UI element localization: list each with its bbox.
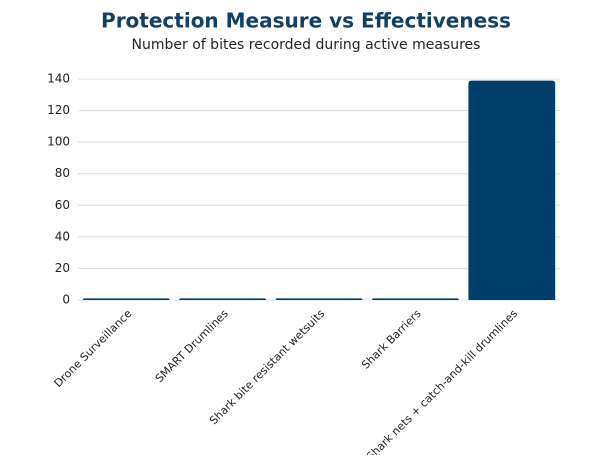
y-tick-label: 120	[47, 103, 70, 117]
bar	[82, 298, 170, 300]
chart-subtitle: Number of bites recorded during active m…	[132, 37, 481, 53]
x-tick-label: Shark nets + catch-and-kill drumlines	[364, 307, 520, 455]
x-tick-label: SMART Drumlines	[153, 307, 231, 385]
bar	[468, 80, 556, 300]
x-tick-label: Drone Surveillance	[52, 307, 135, 390]
chart-title: Protection Measure vs Effectiveness	[101, 9, 511, 33]
x-tick-label: Shark bite resistant wetsuits	[207, 307, 327, 427]
bar	[179, 298, 266, 300]
bar	[275, 298, 363, 300]
y-tick-label: 100	[47, 135, 70, 149]
y-tick-label: 20	[55, 261, 70, 275]
y-tick-label: 0	[62, 293, 70, 307]
bar	[372, 298, 459, 300]
x-tick-label: Shark Barriers	[359, 307, 424, 372]
y-tick-label: 140	[47, 72, 70, 86]
y-tick-label: 80	[55, 166, 70, 180]
y-tick-label: 40	[55, 229, 70, 243]
y-tick-label: 60	[55, 198, 70, 212]
